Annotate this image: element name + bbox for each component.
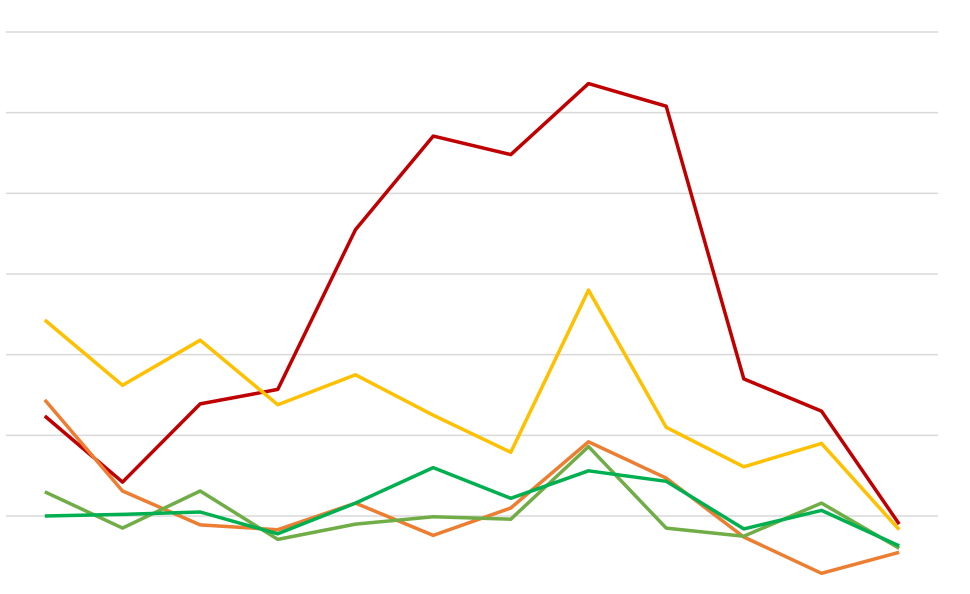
series-line (44, 465, 900, 548)
series-line (43, 81, 901, 526)
series-line (44, 444, 901, 550)
series-line (43, 288, 901, 531)
series-line (43, 398, 900, 576)
